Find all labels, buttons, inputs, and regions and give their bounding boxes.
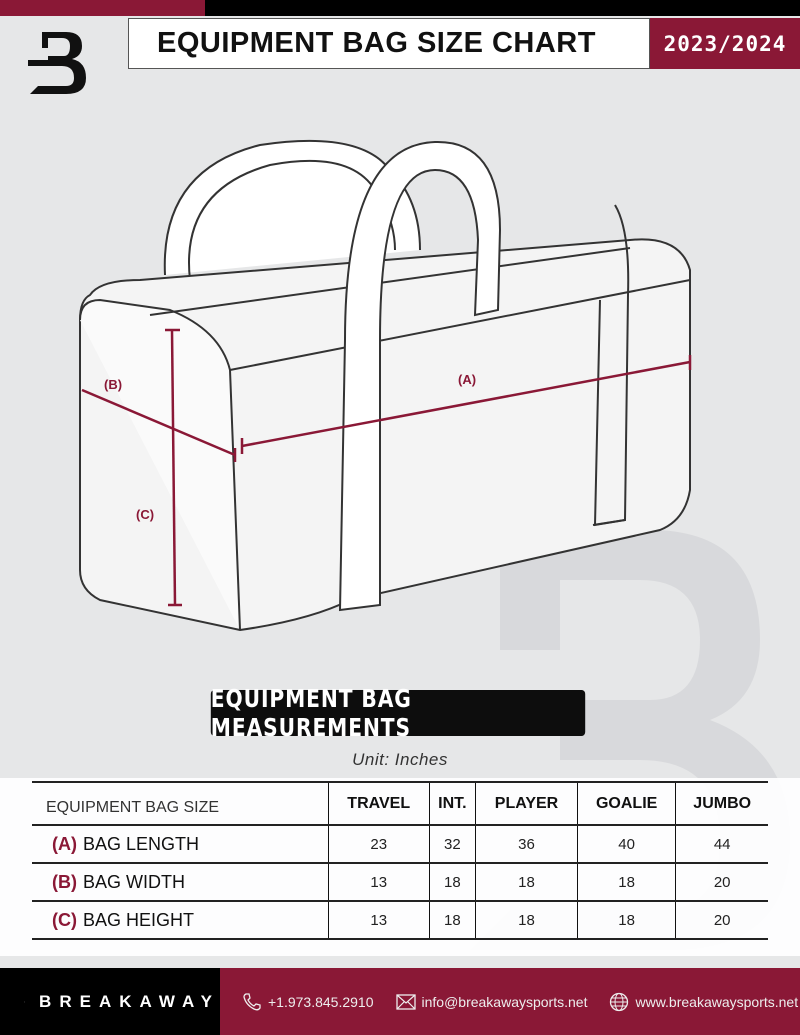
- top-accent-bar: [0, 0, 205, 16]
- bag-diagram: (A) (B) (C): [79, 139, 692, 632]
- top-black-bar: [205, 0, 800, 16]
- corner-header: EQUIPMENT BAG SIZE: [46, 798, 220, 816]
- cell: 20: [675, 901, 768, 939]
- cell: 18: [475, 863, 578, 901]
- footer-contact: +1.973.845.2910 info@breakawaysports.net…: [220, 968, 800, 1035]
- globe-icon: [610, 992, 629, 1011]
- cell: 18: [428, 901, 476, 939]
- footer-brand: BREAKAWAY: [0, 968, 220, 1035]
- label-c: (C): [136, 507, 154, 522]
- table-row: (B) BAG WIDTH 13 18 18 18 20: [32, 863, 768, 901]
- label-b: (B): [104, 377, 122, 392]
- label-a: (A): [458, 372, 476, 387]
- cell: 40: [576, 825, 676, 863]
- size-table: EQUIPMENT BAG SIZE TRAVEL INT. PLAYER GO…: [32, 781, 768, 940]
- col-player: PLAYER: [475, 782, 578, 825]
- phone-number: +1.973.845.2910: [268, 993, 374, 1010]
- cell: 18: [428, 863, 476, 901]
- section-title: EQUIPMENT BAG MEASUREMENTS: [210, 684, 586, 742]
- season-badge: 2023/2024: [650, 18, 800, 69]
- table-row: (A) BAG LENGTH 23 32 36 40 44: [32, 825, 768, 863]
- logo-watermark: [470, 530, 790, 950]
- row-key: (B): [52, 871, 77, 892]
- cell: 18: [475, 901, 578, 939]
- row-label: (C) BAG HEIGHT: [32, 901, 328, 939]
- col-goalie: GOALIE: [576, 782, 676, 825]
- col-travel: TRAVEL: [327, 782, 430, 825]
- email-address: info@breakawaysports.net: [421, 993, 588, 1010]
- unit-label: Unit: Inches: [352, 750, 448, 769]
- breakaway-logo-small: [24, 1001, 25, 1002]
- cell: 13: [327, 863, 430, 901]
- phone-contact[interactable]: +1.973.845.2910: [242, 992, 374, 1012]
- email-contact[interactable]: info@breakawaysports.net: [395, 993, 588, 1010]
- cell: 18: [576, 901, 676, 939]
- row-key: (C): [52, 909, 77, 930]
- cell: 36: [475, 825, 578, 863]
- cell: 32: [428, 825, 476, 863]
- website-url: www.breakawaysports.net: [635, 993, 799, 1010]
- cell: 23: [327, 825, 430, 863]
- row-label: (A) BAG LENGTH: [32, 825, 328, 863]
- cell: 18: [576, 863, 676, 901]
- phone-icon: [243, 992, 261, 1010]
- breakaway-logo: [28, 32, 86, 94]
- cell: 20: [675, 863, 768, 901]
- cell: 44: [675, 825, 768, 863]
- row-name: BAG WIDTH: [83, 871, 185, 892]
- row-key: (A): [52, 833, 77, 854]
- brand-name: BREAKAWAY: [39, 991, 220, 1011]
- page-title: EQUIPMENT BAG SIZE CHART: [128, 18, 650, 69]
- col-jumbo: JUMBO: [675, 782, 768, 825]
- col-int: INT.: [428, 782, 476, 825]
- row-name: BAG HEIGHT: [83, 909, 195, 930]
- website-contact[interactable]: www.breakawaysports.net: [609, 992, 798, 1012]
- cell: 13: [327, 901, 430, 939]
- row-label: (B) BAG WIDTH: [32, 863, 328, 901]
- table-header-row: EQUIPMENT BAG SIZE TRAVEL INT. PLAYER GO…: [32, 782, 768, 825]
- row-name: BAG LENGTH: [83, 833, 200, 854]
- table-row: (C) BAG HEIGHT 13 18 18 18 20: [32, 901, 768, 939]
- mail-icon: [395, 993, 416, 1010]
